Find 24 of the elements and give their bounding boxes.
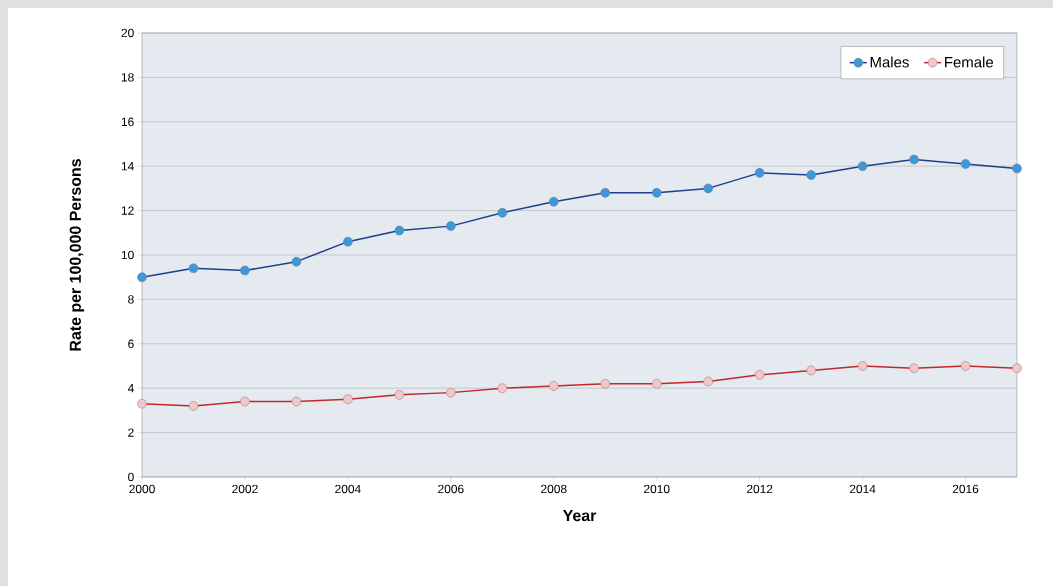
y-tick-label: 8 bbox=[128, 295, 134, 304]
x-axis-title: Year bbox=[562, 510, 597, 522]
y-tick-label: 10 bbox=[121, 250, 134, 260]
y-tick-label: 6 bbox=[128, 339, 134, 349]
y-tick-label: 2 bbox=[128, 428, 134, 437]
x-tick-label: 2012 bbox=[746, 484, 773, 494]
y-tick-label: 18 bbox=[121, 73, 134, 82]
x-tick-label: 2006 bbox=[438, 484, 464, 494]
x-tick-label: 2004 bbox=[335, 484, 361, 494]
y-tick-label: 0 bbox=[128, 472, 134, 482]
y-axis-title: Rate per 100,000 Persons bbox=[69, 159, 85, 351]
y-tick-label: 20 bbox=[121, 28, 134, 38]
y-tick-label: 14 bbox=[121, 162, 134, 171]
legend-label: Female bbox=[945, 56, 994, 68]
x-tick-label: 2014 bbox=[849, 484, 876, 494]
legend-label: Males bbox=[870, 56, 909, 68]
x-tick-label: 2010 bbox=[644, 484, 670, 494]
x-tick-label: 2016 bbox=[952, 484, 979, 494]
x-tick-label: 2000 bbox=[129, 484, 155, 494]
x-tick-label: 2002 bbox=[232, 484, 258, 494]
y-tick-label: 4 bbox=[127, 384, 134, 393]
y-tick-label: 12 bbox=[121, 206, 134, 215]
y-tick-label: 16 bbox=[121, 117, 134, 127]
x-tick-label: 2008 bbox=[541, 484, 567, 494]
